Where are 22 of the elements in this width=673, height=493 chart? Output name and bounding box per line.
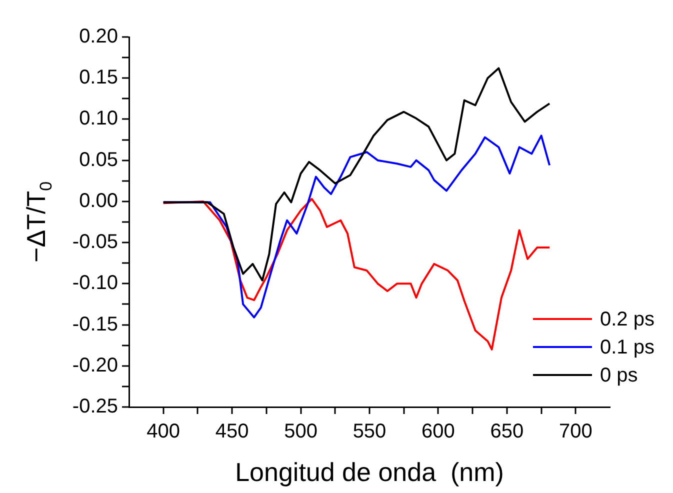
y-tick-label: 0.10 — [79, 108, 118, 130]
y-tick-label: -0.25 — [72, 396, 118, 418]
y-tick-label: 0.05 — [79, 148, 118, 171]
x-tick-label: 700 — [558, 420, 592, 443]
y-tick-label: 0.20 — [79, 26, 118, 48]
y-tick-label: -0.10 — [72, 272, 118, 294]
x-tick-label: 450 — [215, 420, 249, 443]
x-axis-title: Longitud de onda (nm) — [235, 457, 504, 487]
x-tick-label: 650 — [490, 420, 524, 443]
y-tick-label: 0.15 — [79, 66, 118, 89]
legend-label: 0.1 ps — [600, 336, 654, 359]
x-tick-label: 400 — [146, 420, 180, 443]
y-tick-label: 0.00 — [79, 190, 118, 212]
y-axis-title: −ΔT/T0 — [21, 182, 56, 262]
x-tick-label: 500 — [284, 420, 318, 443]
y-tick-label: -0.20 — [72, 354, 118, 376]
legend-label: 0 ps — [600, 364, 638, 387]
x-tick-label: 600 — [422, 420, 455, 443]
y-tick-label: -0.05 — [72, 231, 118, 254]
y-tick-label: -0.15 — [72, 313, 118, 336]
legend-label: 0.2 ps — [600, 308, 654, 331]
x-tick-label: 550 — [352, 420, 386, 443]
